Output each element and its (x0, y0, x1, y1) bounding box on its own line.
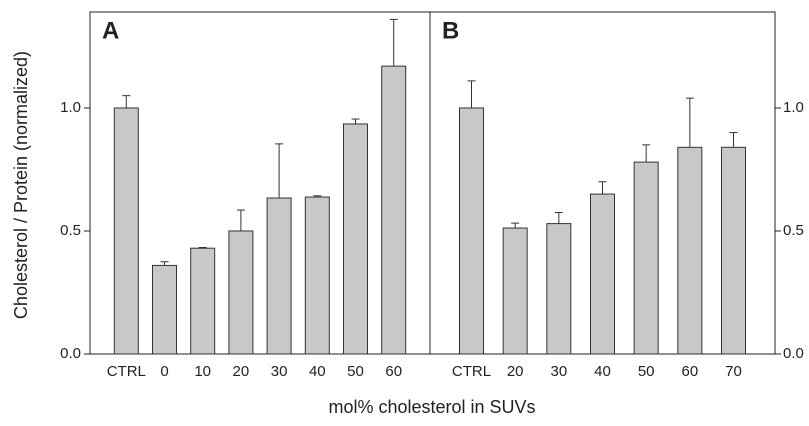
x-axis-title: mol% cholesterol in SUVs (328, 397, 535, 417)
y-tick-label: 0.0 (783, 345, 804, 362)
bar (633, 161, 659, 355)
bar (343, 123, 369, 355)
y-tick-label: 1.0 (60, 99, 81, 116)
x-tick-label: 20 (233, 363, 250, 380)
x-tick-label: 70 (725, 363, 742, 380)
x-tick-label: CTRL (452, 363, 491, 380)
bar (228, 230, 254, 355)
x-tick-label: 60 (681, 363, 698, 380)
x-tick-label: 10 (194, 363, 211, 380)
bar (458, 107, 484, 355)
bar (590, 193, 615, 355)
y-axis-title: Cholesterol / Protein (normalized) (11, 51, 31, 319)
x-tick-label: 40 (309, 363, 326, 380)
x-tick-label: CTRL (107, 363, 146, 380)
x-tick-label: 30 (550, 363, 567, 380)
panel-letter: A (102, 17, 119, 44)
bar (304, 196, 330, 355)
x-tick-label: 50 (638, 363, 655, 380)
y-tick-label: 0.5 (783, 222, 804, 239)
bar (151, 264, 177, 355)
y-tick-label: 0.5 (60, 222, 81, 239)
y-tick-label: 0.0 (60, 345, 81, 362)
plot-frame (89, 11, 431, 355)
bar (677, 146, 703, 355)
x-tick-label: 60 (385, 363, 402, 380)
bar (266, 197, 292, 355)
x-tick-label: 30 (271, 363, 288, 380)
bar (502, 227, 528, 355)
panel-letter: B (442, 17, 459, 44)
bar (546, 223, 572, 355)
y-tick-label: 1.0 (783, 99, 804, 116)
x-tick-label: 50 (347, 363, 364, 380)
bar (113, 107, 139, 355)
bar (381, 65, 407, 355)
x-tick-label: 0 (160, 363, 168, 380)
x-tick-label: 20 (507, 363, 524, 380)
bar (190, 247, 216, 355)
x-tick-label: 40 (594, 363, 611, 380)
bar (721, 146, 747, 355)
